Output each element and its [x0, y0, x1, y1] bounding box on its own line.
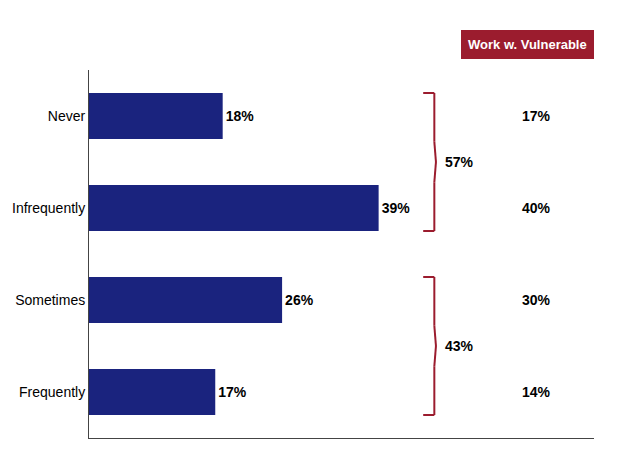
svg-text:Sometimes: Sometimes — [15, 292, 85, 308]
svg-text:57%: 57% — [445, 154, 474, 170]
svg-text:30%: 30% — [522, 292, 551, 308]
svg-text:43%: 43% — [445, 338, 474, 354]
svg-text:39%: 39% — [382, 200, 411, 216]
svg-text:40%: 40% — [522, 200, 551, 216]
svg-text:Frequently: Frequently — [19, 384, 85, 400]
svg-text:Never: Never — [48, 108, 86, 124]
svg-text:17%: 17% — [522, 108, 551, 124]
svg-text:Infrequently: Infrequently — [12, 200, 85, 216]
svg-text:Work w. Vulnerable: Work w. Vulnerable — [468, 37, 587, 52]
svg-text:14%: 14% — [522, 384, 551, 400]
svg-text:17%: 17% — [218, 384, 247, 400]
svg-text:26%: 26% — [285, 292, 314, 308]
svg-text:18%: 18% — [226, 108, 255, 124]
